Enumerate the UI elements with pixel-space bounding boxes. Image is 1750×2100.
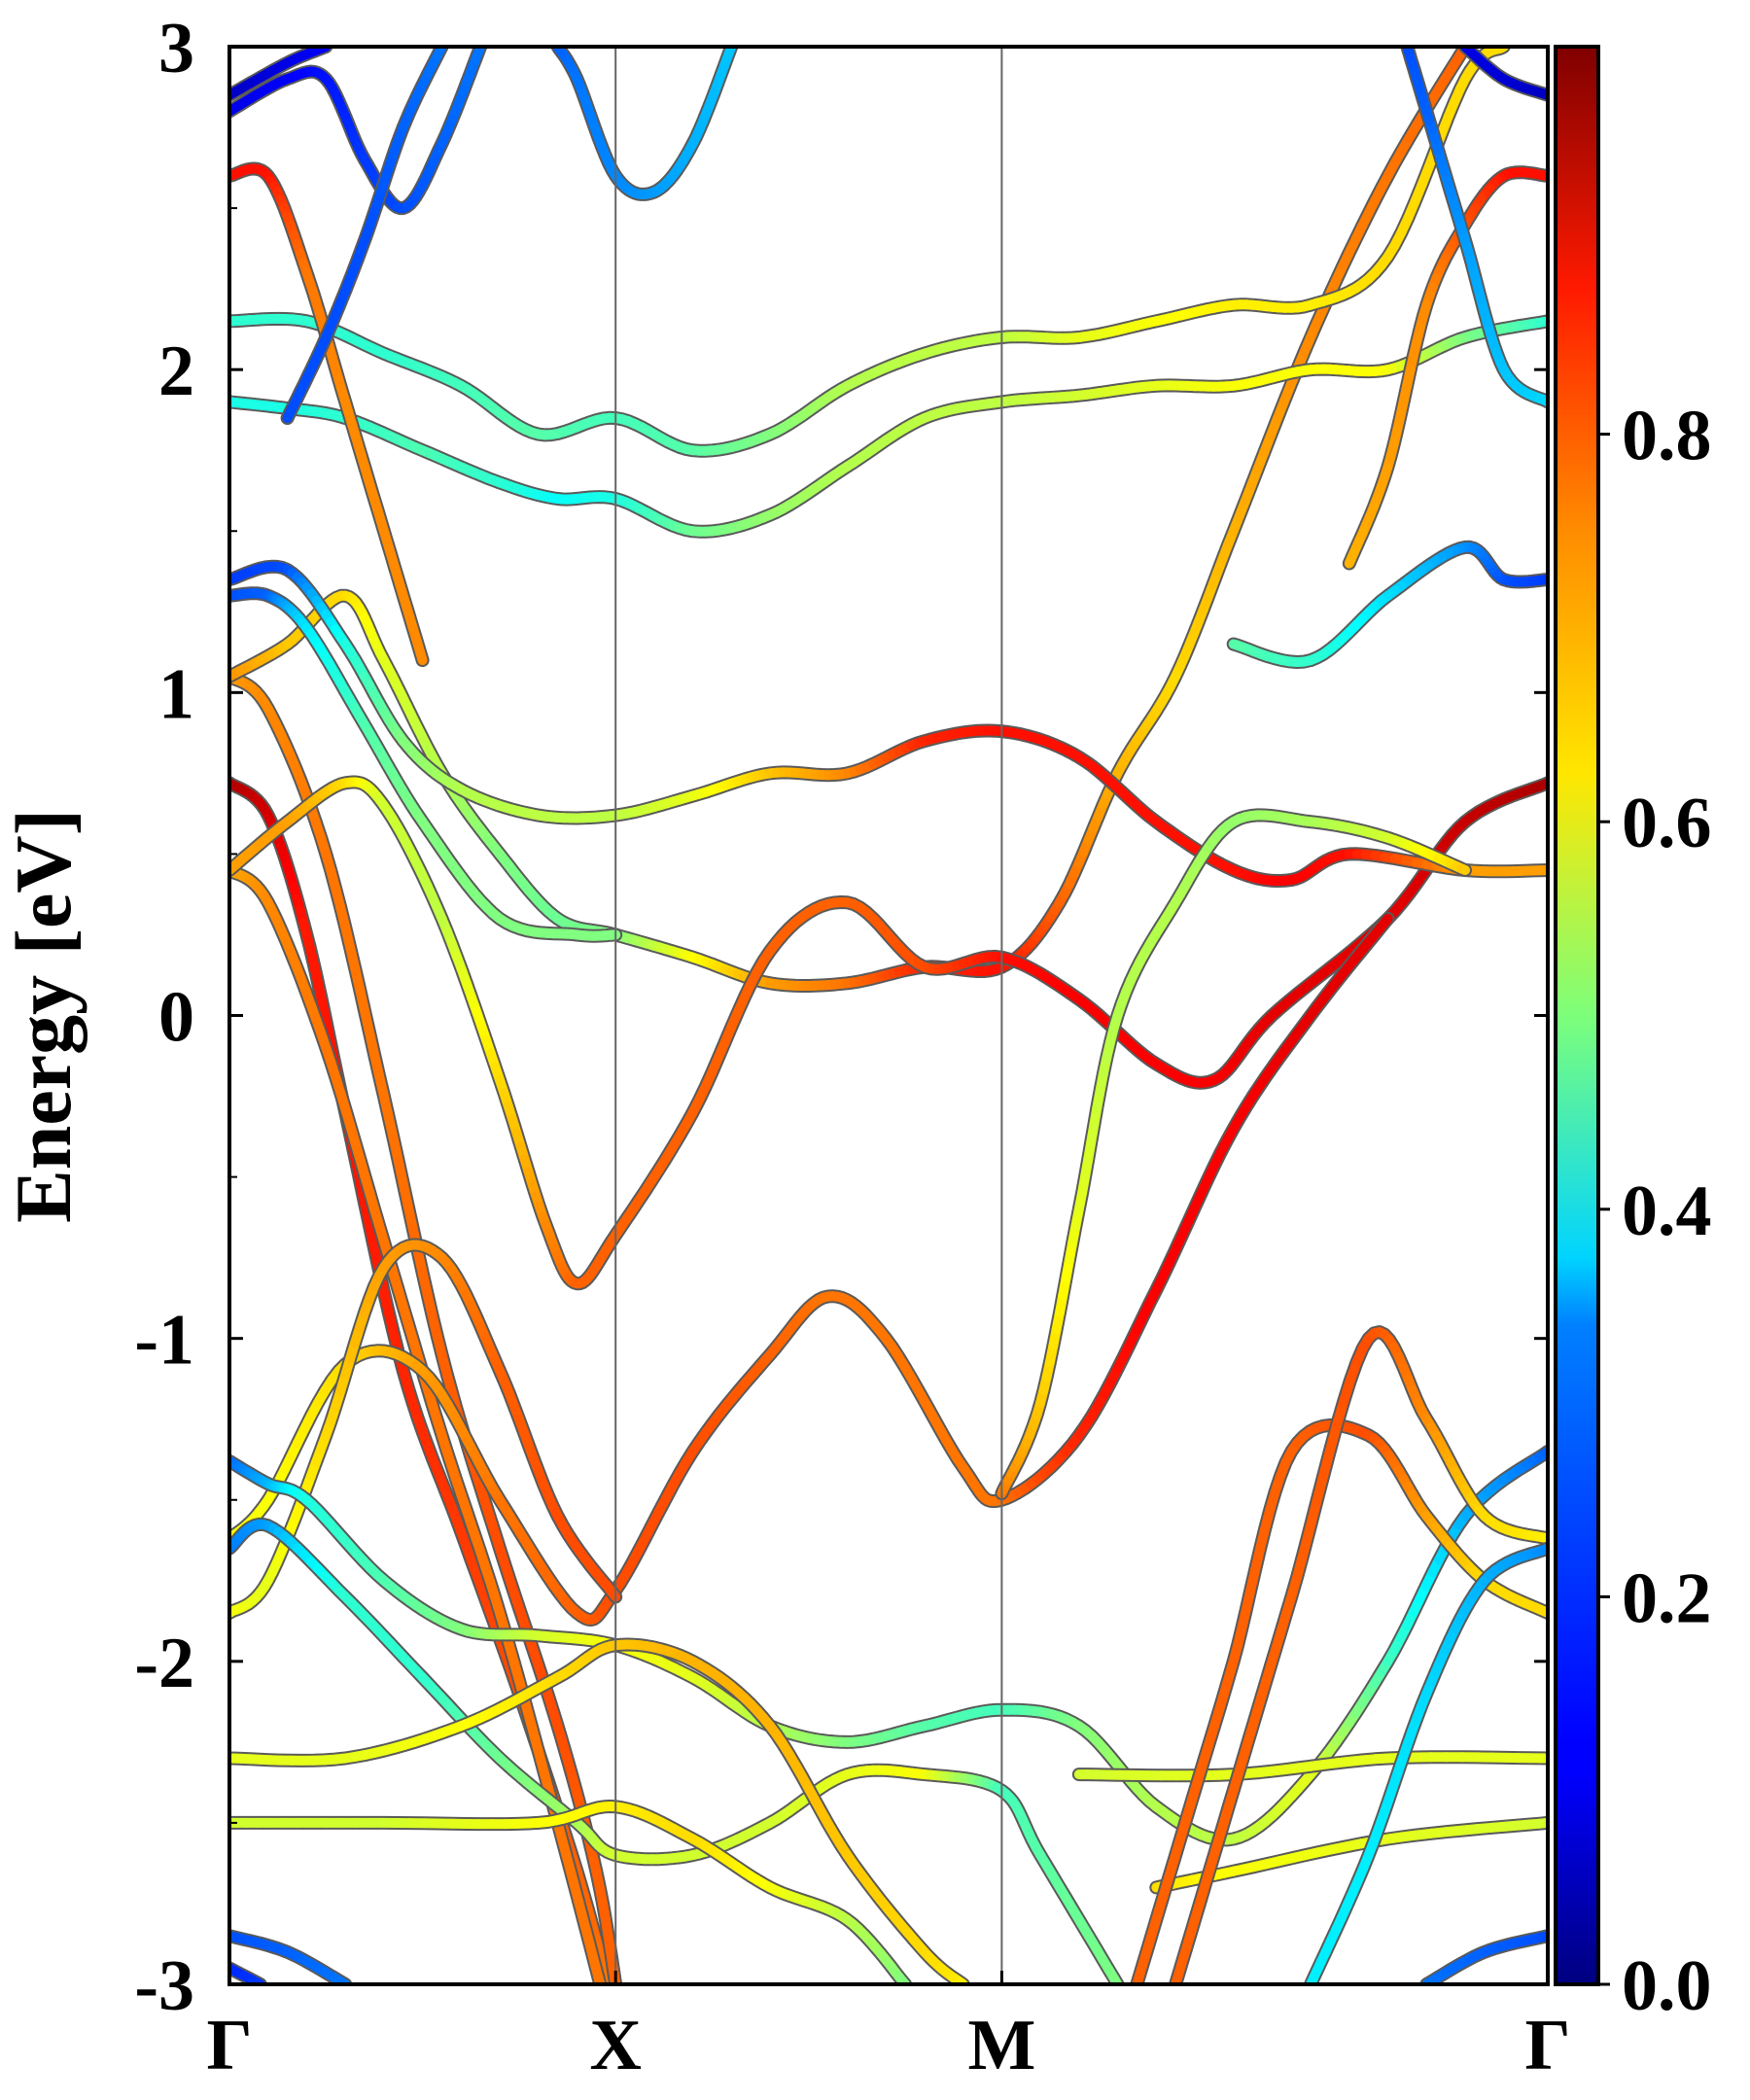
high-symmetry-lines — [614, 47, 1003, 1984]
colorbar-ticks: 0.0 0.2 0.4 0.6 0.8 — [1598, 397, 1712, 2026]
band-line — [229, 559, 1548, 888]
colorbar-tick-label: 0.6 — [1622, 784, 1712, 863]
x-tick-label: M — [967, 2006, 1035, 2085]
band-line — [229, 1637, 970, 1984]
y-tick-label: -1 — [134, 1301, 194, 1381]
colorbar-tick-label: 0.2 — [1622, 1558, 1712, 1638]
band-line — [229, 47, 1511, 458]
band-line — [995, 808, 1472, 1501]
band-segment — [1456, 863, 1470, 875]
band-line — [1304, 1541, 1548, 1984]
band-line — [229, 1444, 1548, 1847]
band-line — [1458, 47, 1548, 102]
band-line — [229, 1517, 1125, 1984]
y-tick-label: -3 — [134, 1946, 194, 2026]
y-tick-label: 3 — [158, 9, 194, 88]
band-line — [1400, 47, 1548, 409]
y-axis-label: Energy [eV] — [0, 809, 88, 1223]
y-tick-label: 1 — [158, 654, 194, 734]
y-tick-label: -2 — [134, 1624, 194, 1703]
band-line — [229, 775, 1548, 1291]
band-segment — [1379, 913, 1393, 928]
y-tick-label: 2 — [158, 332, 194, 411]
colorbar-tick-label: 0.8 — [1622, 397, 1712, 476]
y-axis-ticks: 3 2 1 0 -1 -2 -3 — [134, 9, 1548, 2026]
band-line — [1169, 1325, 1548, 1984]
band-segment — [1344, 553, 1356, 569]
band-line — [550, 47, 739, 201]
colorbar — [1554, 45, 1600, 1986]
band-segment — [1228, 639, 1242, 650]
band-line — [229, 314, 1548, 539]
colorbar-tick-label: 0.0 — [1622, 1946, 1712, 2026]
band-line — [229, 1238, 623, 1620]
band-line — [1342, 165, 1548, 571]
band-line — [229, 47, 488, 216]
x-tick-label: Γ — [206, 2006, 252, 2085]
band-line — [280, 47, 449, 425]
band-line — [1419, 1929, 1548, 1984]
band-line — [229, 586, 623, 943]
x-tick-label: Γ — [1524, 2006, 1570, 2085]
colorbar-tick-label: 0.4 — [1622, 1172, 1712, 1251]
band-segment — [415, 648, 428, 666]
band-lines — [229, 47, 1548, 1984]
band-line — [229, 1800, 913, 1984]
band-line — [1071, 1750, 1548, 1783]
y-tick-label: 0 — [158, 978, 194, 1058]
x-tick-label: X — [589, 2006, 641, 2085]
band-line — [229, 47, 333, 102]
